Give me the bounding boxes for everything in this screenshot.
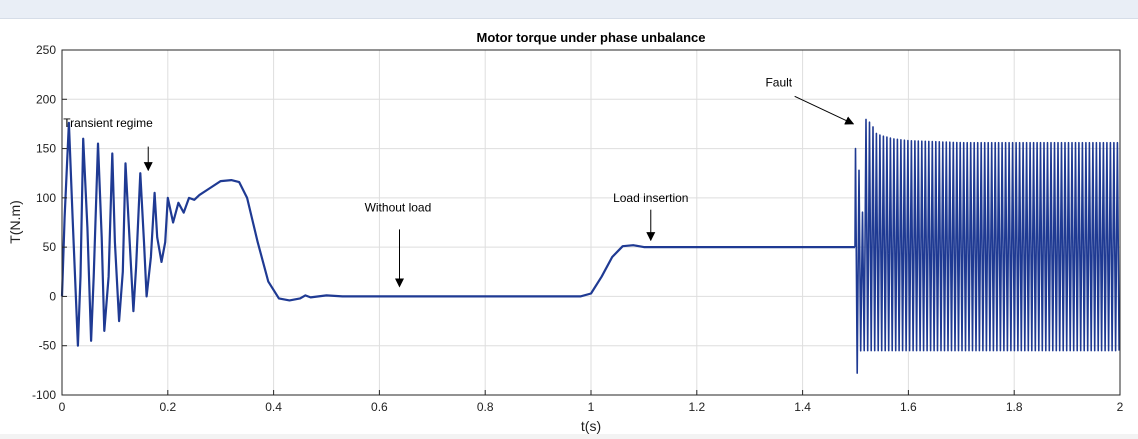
annotation-fault: Fault — [765, 75, 792, 89]
y-tick-label: 150 — [36, 142, 56, 156]
y-tick-label: -50 — [39, 339, 57, 353]
x-tick-label: 0.6 — [371, 400, 388, 414]
annotation-without-load: Without load — [365, 201, 432, 215]
x-tick-label: 0.4 — [265, 400, 282, 414]
x-axis-label: t(s) — [581, 418, 601, 434]
x-tick-label: 0.2 — [159, 400, 176, 414]
x-tick-label: 0.8 — [477, 400, 494, 414]
y-tick-label: 0 — [49, 289, 56, 303]
annotation-transient-regime: Transient regime — [63, 116, 153, 130]
figure-toolbar-strip — [0, 0, 1138, 19]
y-tick-label: 100 — [36, 191, 56, 205]
x-tick-label: 0 — [59, 400, 66, 414]
y-tick-labels: -100 -50 0 50 100 150 200 250 — [32, 43, 67, 402]
x-tick-label: 1 — [588, 400, 595, 414]
series-group — [60, 118, 1120, 374]
x-tick-label: 1.2 — [688, 400, 705, 414]
figure-bottom-strip — [0, 434, 1138, 439]
x-tick-label: 2 — [1117, 400, 1124, 414]
x-tick-label: 1.6 — [900, 400, 917, 414]
x-tick-label: 1.8 — [1006, 400, 1023, 414]
annotation-load-insertion: Load insertion — [613, 191, 688, 205]
y-tick-label: 50 — [43, 240, 57, 254]
series-line-torque — [60, 121, 855, 347]
annotations: Transient regime Without load Load inser… — [63, 75, 855, 288]
series-line-fault-oscillation — [854, 118, 1120, 374]
chart-title: Motor torque under phase unbalance — [477, 30, 706, 45]
y-axis-label: T(N.m) — [7, 200, 23, 244]
annotation-arrow-fault — [794, 95, 855, 125]
y-tick-label: -100 — [32, 388, 56, 402]
y-tick-label: 200 — [36, 92, 56, 106]
x-tick-labels: 0 0.2 0.4 0.6 0.8 1 1.2 1.4 1.6 1.8 2 — [59, 390, 1124, 414]
y-tick-label: 250 — [36, 43, 56, 57]
x-tick-label: 1.4 — [794, 400, 811, 414]
